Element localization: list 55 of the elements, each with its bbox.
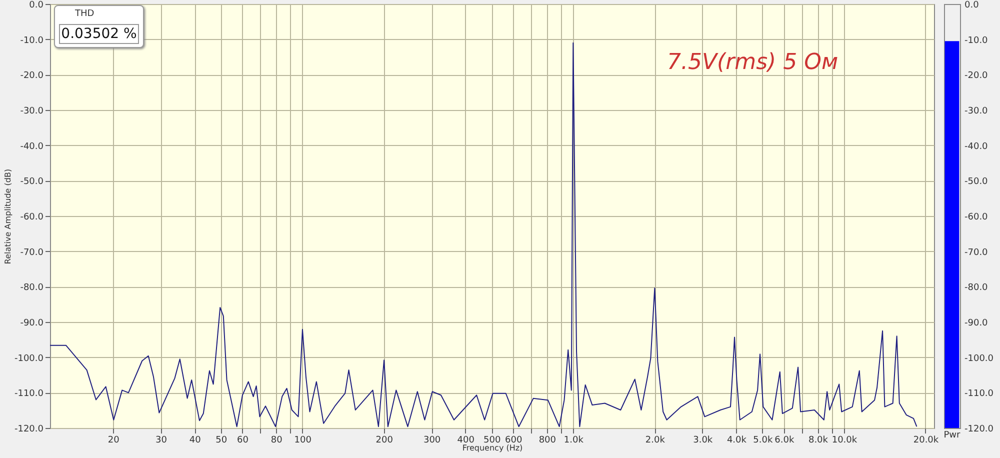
y-tick-label: -60.0 <box>964 212 988 222</box>
x-tick-label: 300 <box>423 436 441 446</box>
x-tick-label: Pwr <box>944 430 961 440</box>
x-tick-label: 20.0k <box>913 436 940 446</box>
y-tick-label: -30.0 <box>964 106 988 116</box>
y-tick-label: 0.0 <box>29 0 44 10</box>
y-tick-label: -60.0 <box>20 212 44 222</box>
y-tick-label: -80.0 <box>20 283 44 294</box>
y-tick-label: -10.0 <box>964 36 988 46</box>
y-tick-label: -100.0 <box>14 354 44 364</box>
y-tick-label: -30.0 <box>20 106 44 116</box>
annotation: 7.5V(rms) 5 Ом <box>667 50 838 75</box>
x-tick-label: 60 <box>237 436 249 446</box>
y-tick-label: -40.0 <box>20 142 44 152</box>
y-tick-label: -70.0 <box>20 248 44 258</box>
x-tick-label: 80 <box>270 436 283 446</box>
x-tick-label: 500 <box>484 436 501 446</box>
x-tick-label: 30 <box>156 436 168 446</box>
readout-panel: THD 0.03502 % <box>54 5 144 48</box>
x-tick-label: 400 <box>457 436 475 446</box>
y-tick-label: -110.0 <box>14 389 44 400</box>
y-tick-label: 0.0 <box>964 0 980 10</box>
x-tick-label: 5.0k <box>753 436 774 446</box>
y-tick-label: -10.0 <box>20 36 44 46</box>
y-tick-label: -90.0 <box>964 318 988 328</box>
x-tick-label: 20 <box>108 436 120 446</box>
y-tick-label: -120.0 <box>14 424 44 434</box>
y-tick-label: -40.0 <box>964 142 988 152</box>
x-tick-label: 800 <box>538 436 556 446</box>
y-tick-label: -80.0 <box>964 283 988 294</box>
x-tick-label: 50 <box>216 436 228 446</box>
x-tick-label: 200 <box>376 436 394 446</box>
x-axis-title: Frequency (Hz) <box>462 444 523 452</box>
y-tick-label: -20.0 <box>964 71 988 82</box>
x-tick-label: 6.0k <box>774 436 795 446</box>
y-tick-label: -110.0 <box>964 389 994 400</box>
x-tick-label: 8.0k <box>808 436 829 446</box>
x-tick-label: 4.0k <box>726 436 748 446</box>
x-tick-label: 100 <box>294 436 312 446</box>
x-tick-label: 40 <box>189 436 202 446</box>
y-axis-title: Relative Amplitude (dB) <box>3 168 12 264</box>
x-tick-label: 2.0k <box>645 436 666 446</box>
y-tick-label: -90.0 <box>20 318 44 328</box>
annotation: 0.03502 % <box>59 24 139 44</box>
x-tick-label: 3.0k <box>693 436 714 446</box>
y-tick-label: -100.0 <box>964 354 994 364</box>
y-tick-label: -50.0 <box>20 177 44 188</box>
x-tick-label: 600 <box>504 436 522 446</box>
y-tick-label: -120.0 <box>964 424 994 434</box>
x-tick-label: 10.0k <box>832 436 858 446</box>
annotation: THD <box>75 9 94 19</box>
y-tick-label: -50.0 <box>964 177 988 188</box>
x-tick-label: 1.0k <box>564 436 584 446</box>
y-tick-label: -70.0 <box>964 248 988 258</box>
y-tick-label: -20.0 <box>20 71 44 82</box>
